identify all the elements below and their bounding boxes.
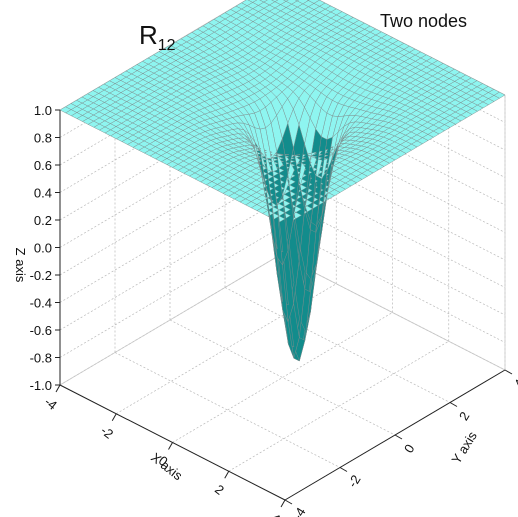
- chart-title-subscript: 12: [158, 37, 176, 54]
- y-tick-label: 4: [511, 377, 518, 391]
- y-tick-mark: [449, 402, 458, 407]
- z-tick-label: 0.6: [34, 158, 52, 173]
- x-tick-label: -2: [98, 423, 116, 442]
- y-tick-mark: [339, 467, 348, 472]
- y-tick-label: 0: [401, 442, 418, 456]
- surface-patch: [59, 106, 72, 114]
- z-tick-label: 0.4: [34, 186, 52, 201]
- grid-line-y-floor: [224, 287, 451, 403]
- y-tick-mark: [394, 434, 403, 440]
- z-tick-label: -0.8: [30, 351, 52, 366]
- grid-line-x-floor: [228, 340, 449, 472]
- x-tick-mark: [55, 384, 61, 393]
- surface-mesh: [59, 0, 506, 362]
- x-tick-mark: [280, 499, 286, 508]
- x-tick-label: -4: [42, 394, 60, 413]
- z-tick-label: 0.8: [34, 131, 52, 146]
- z-tick-label: -0.4: [30, 296, 52, 311]
- z-tick-label: 0.0: [34, 241, 52, 256]
- box-edge: [279, 254, 506, 371]
- y-tick-label: 2: [456, 409, 473, 423]
- z-axis-label: Z axis: [13, 248, 28, 283]
- grid-line-x-floor: [172, 312, 393, 443]
- grid-line-z-left: [59, 199, 281, 331]
- y-axis-label: Y axis: [449, 428, 481, 466]
- box-edge: [59, 254, 281, 386]
- z-tick-label: -1.0: [30, 378, 52, 393]
- z-tick-label: -0.6: [30, 323, 52, 338]
- chart-title: R12: [139, 20, 176, 54]
- y-tick-mark: [504, 369, 513, 375]
- z-tick-label: 1.0: [34, 103, 52, 118]
- grid-line-z-left: [59, 227, 281, 358]
- x-tick-mark: [224, 471, 230, 479]
- grid-line-y-floor: [169, 319, 396, 436]
- z-tick-label: -0.2: [30, 268, 52, 283]
- y-tick-label: -4: [290, 505, 309, 517]
- x-tick-mark: [111, 413, 117, 421]
- y-tick-mark: [284, 499, 293, 505]
- x-tick-label: 4: [268, 510, 283, 517]
- y-tick-label: -2: [345, 472, 364, 490]
- grid-line-y-floor: [114, 352, 341, 468]
- x-tick-mark: [168, 442, 173, 450]
- annotation-two-nodes: Two nodes: [380, 11, 467, 31]
- chart-title-main: R: [139, 20, 158, 50]
- x-tick-label: 2: [212, 482, 227, 498]
- z-tick-label: 0.2: [34, 213, 52, 228]
